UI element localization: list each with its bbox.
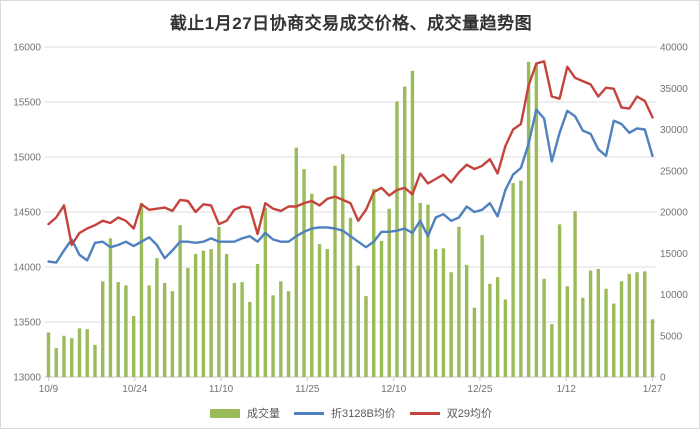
svg-text:15000: 15000 — [13, 153, 41, 164]
svg-text:11/25: 11/25 — [295, 384, 320, 395]
svg-text:13500: 13500 — [13, 318, 41, 329]
price-3128b-line-swatch-icon — [293, 411, 324, 415]
chart-title: 截止1月27日协商交易成交价格、成交量趋势图 — [169, 14, 533, 33]
svg-text:13000: 13000 — [13, 373, 41, 384]
svg-text:11/10: 11/10 — [209, 384, 234, 395]
svg-text:1/12: 1/12 — [556, 384, 576, 395]
svg-text:35000: 35000 — [660, 84, 688, 95]
price-s29-line-swatch-icon — [409, 411, 440, 415]
svg-text:5000: 5000 — [660, 331, 683, 342]
svg-text:12/25: 12/25 — [467, 384, 492, 395]
svg-text:1/27: 1/27 — [643, 384, 663, 395]
svg-text:40000: 40000 — [660, 43, 688, 54]
svg-text:10000: 10000 — [660, 290, 688, 301]
svg-text:10/9: 10/9 — [39, 384, 59, 395]
svg-text:15500: 15500 — [13, 98, 41, 109]
legend-label-volume: 成交量 — [246, 408, 280, 420]
chart-legend: 成交量 折3128B均价 双29均价 — [1, 403, 699, 423]
svg-text:14000: 14000 — [13, 263, 41, 274]
svg-text:12/10: 12/10 — [381, 384, 406, 395]
svg-text:0: 0 — [660, 373, 666, 384]
volume-bar-swatch-icon — [209, 408, 240, 418]
legend-item-volume: 成交量 — [209, 405, 280, 421]
svg-text:25000: 25000 — [660, 166, 688, 177]
svg-text:15000: 15000 — [660, 249, 688, 260]
svg-text:10/24: 10/24 — [122, 384, 147, 395]
legend-label-price-3128b: 折3128B均价 — [330, 408, 396, 420]
legend-item-price-s29: 双29均价 — [409, 405, 493, 421]
legend-item-price-3128b: 折3128B均价 — [293, 405, 396, 421]
svg-text:16000: 16000 — [13, 43, 41, 54]
svg-text:14500: 14500 — [13, 208, 41, 219]
legend-label-price-s29: 双29均价 — [446, 408, 493, 420]
svg-text:30000: 30000 — [660, 125, 688, 136]
svg-text:20000: 20000 — [660, 208, 688, 219]
